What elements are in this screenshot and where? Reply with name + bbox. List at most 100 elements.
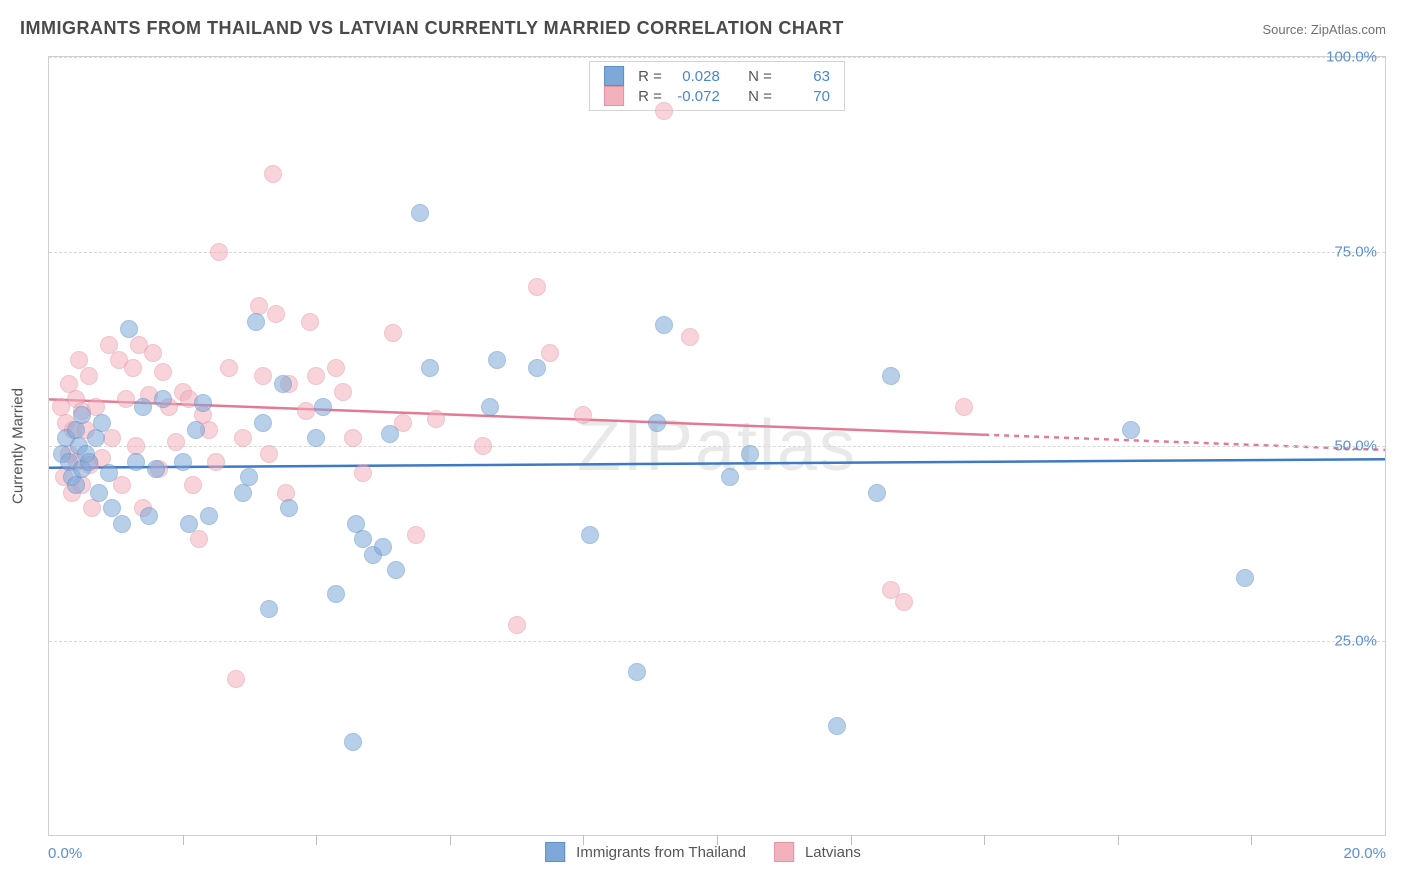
data-point-thailand	[134, 398, 152, 416]
series-label-latvians: Latvians	[805, 844, 861, 861]
swatch-thailand-2	[545, 842, 565, 862]
x-tick	[984, 835, 985, 845]
data-point-latvians	[264, 165, 282, 183]
y-tick-label: 50.0%	[1334, 438, 1377, 455]
data-point-thailand	[140, 507, 158, 525]
legend-item-latvians: Latvians	[774, 842, 861, 862]
data-point-latvians	[124, 359, 142, 377]
legend-item-thailand: Immigrants from Thailand	[545, 842, 746, 862]
data-point-thailand	[120, 320, 138, 338]
gridline	[49, 252, 1385, 253]
x-tick	[1118, 835, 1119, 845]
data-point-latvians	[267, 305, 285, 323]
data-point-thailand	[1122, 421, 1140, 439]
data-point-latvians	[227, 670, 245, 688]
data-point-latvians	[354, 464, 372, 482]
data-point-latvians	[297, 402, 315, 420]
data-point-thailand	[67, 476, 85, 494]
data-point-thailand	[381, 425, 399, 443]
y-tick-label: 100.0%	[1326, 49, 1377, 66]
data-point-thailand	[254, 414, 272, 432]
n-label-2: N =	[748, 88, 772, 105]
trend-line	[49, 459, 1385, 468]
x-tick-label: 0.0%	[48, 845, 82, 862]
y-tick-label: 75.0%	[1334, 243, 1377, 260]
data-point-latvians	[144, 344, 162, 362]
plot-region: ZIPatlas R = 0.028 N = 63 R = -0.072 N =	[48, 56, 1386, 836]
data-point-latvians	[474, 437, 492, 455]
data-point-thailand	[187, 421, 205, 439]
data-point-thailand	[741, 445, 759, 463]
data-point-latvians	[508, 616, 526, 634]
r-value-latvians: -0.072	[672, 88, 720, 105]
data-point-thailand	[421, 359, 439, 377]
source-name: ZipAtlas.com	[1311, 22, 1386, 37]
r-label-2: R =	[638, 88, 662, 105]
data-point-latvians	[210, 243, 228, 261]
data-point-thailand	[87, 429, 105, 447]
data-point-latvians	[301, 313, 319, 331]
data-point-latvians	[427, 410, 445, 428]
series-legend: Immigrants from Thailand Latvians	[545, 842, 861, 862]
data-point-thailand	[174, 453, 192, 471]
trend-line	[984, 435, 1385, 450]
gridline	[49, 57, 1385, 58]
data-point-latvians	[154, 363, 172, 381]
data-point-latvians	[407, 526, 425, 544]
data-point-thailand	[882, 367, 900, 385]
data-point-latvians	[655, 102, 673, 120]
data-point-thailand	[93, 414, 111, 432]
data-point-latvians	[80, 367, 98, 385]
data-point-latvians	[384, 324, 402, 342]
series-label-thailand: Immigrants from Thailand	[576, 844, 746, 861]
data-point-thailand	[180, 515, 198, 533]
y-tick-label: 25.0%	[1334, 632, 1377, 649]
n-label: N =	[748, 68, 772, 85]
correlation-legend: R = 0.028 N = 63 R = -0.072 N = 70	[589, 61, 845, 111]
data-point-thailand	[307, 429, 325, 447]
data-point-thailand	[581, 526, 599, 544]
data-point-thailand	[154, 390, 172, 408]
data-point-thailand	[247, 313, 265, 331]
data-point-latvians	[327, 359, 345, 377]
data-point-latvians	[234, 429, 252, 447]
data-point-thailand	[868, 484, 886, 502]
n-value-latvians: 70	[782, 88, 830, 105]
data-point-latvians	[117, 390, 135, 408]
data-point-thailand	[240, 468, 258, 486]
data-point-latvians	[103, 429, 121, 447]
data-point-thailand	[327, 585, 345, 603]
data-point-thailand	[73, 406, 91, 424]
data-point-thailand	[260, 600, 278, 618]
data-point-latvians	[334, 383, 352, 401]
swatch-latvians-2	[774, 842, 794, 862]
data-point-thailand	[314, 398, 332, 416]
data-point-latvians	[220, 359, 238, 377]
data-point-latvians	[254, 367, 272, 385]
data-point-latvians	[83, 499, 101, 517]
data-point-thailand	[481, 398, 499, 416]
swatch-latvians	[604, 86, 624, 106]
data-point-thailand	[411, 204, 429, 222]
gridline	[49, 641, 1385, 642]
data-point-thailand	[90, 484, 108, 502]
data-point-thailand	[280, 499, 298, 517]
source-attribution: Source: ZipAtlas.com	[1262, 22, 1386, 37]
data-point-thailand	[234, 484, 252, 502]
r-label: R =	[638, 68, 662, 85]
data-point-thailand	[648, 414, 666, 432]
legend-row-thailand: R = 0.028 N = 63	[604, 66, 830, 86]
x-tick	[183, 835, 184, 845]
data-point-thailand	[194, 394, 212, 412]
data-point-thailand	[628, 663, 646, 681]
x-tick	[1251, 835, 1252, 845]
data-point-latvians	[307, 367, 325, 385]
chart-area: ZIPatlas R = 0.028 N = 63 R = -0.072 N =	[48, 56, 1386, 836]
data-point-thailand	[274, 375, 292, 393]
data-point-thailand	[528, 359, 546, 377]
data-point-latvians	[344, 429, 362, 447]
data-point-thailand	[828, 717, 846, 735]
gridline	[49, 446, 1385, 447]
x-tick	[450, 835, 451, 845]
data-point-thailand	[374, 538, 392, 556]
